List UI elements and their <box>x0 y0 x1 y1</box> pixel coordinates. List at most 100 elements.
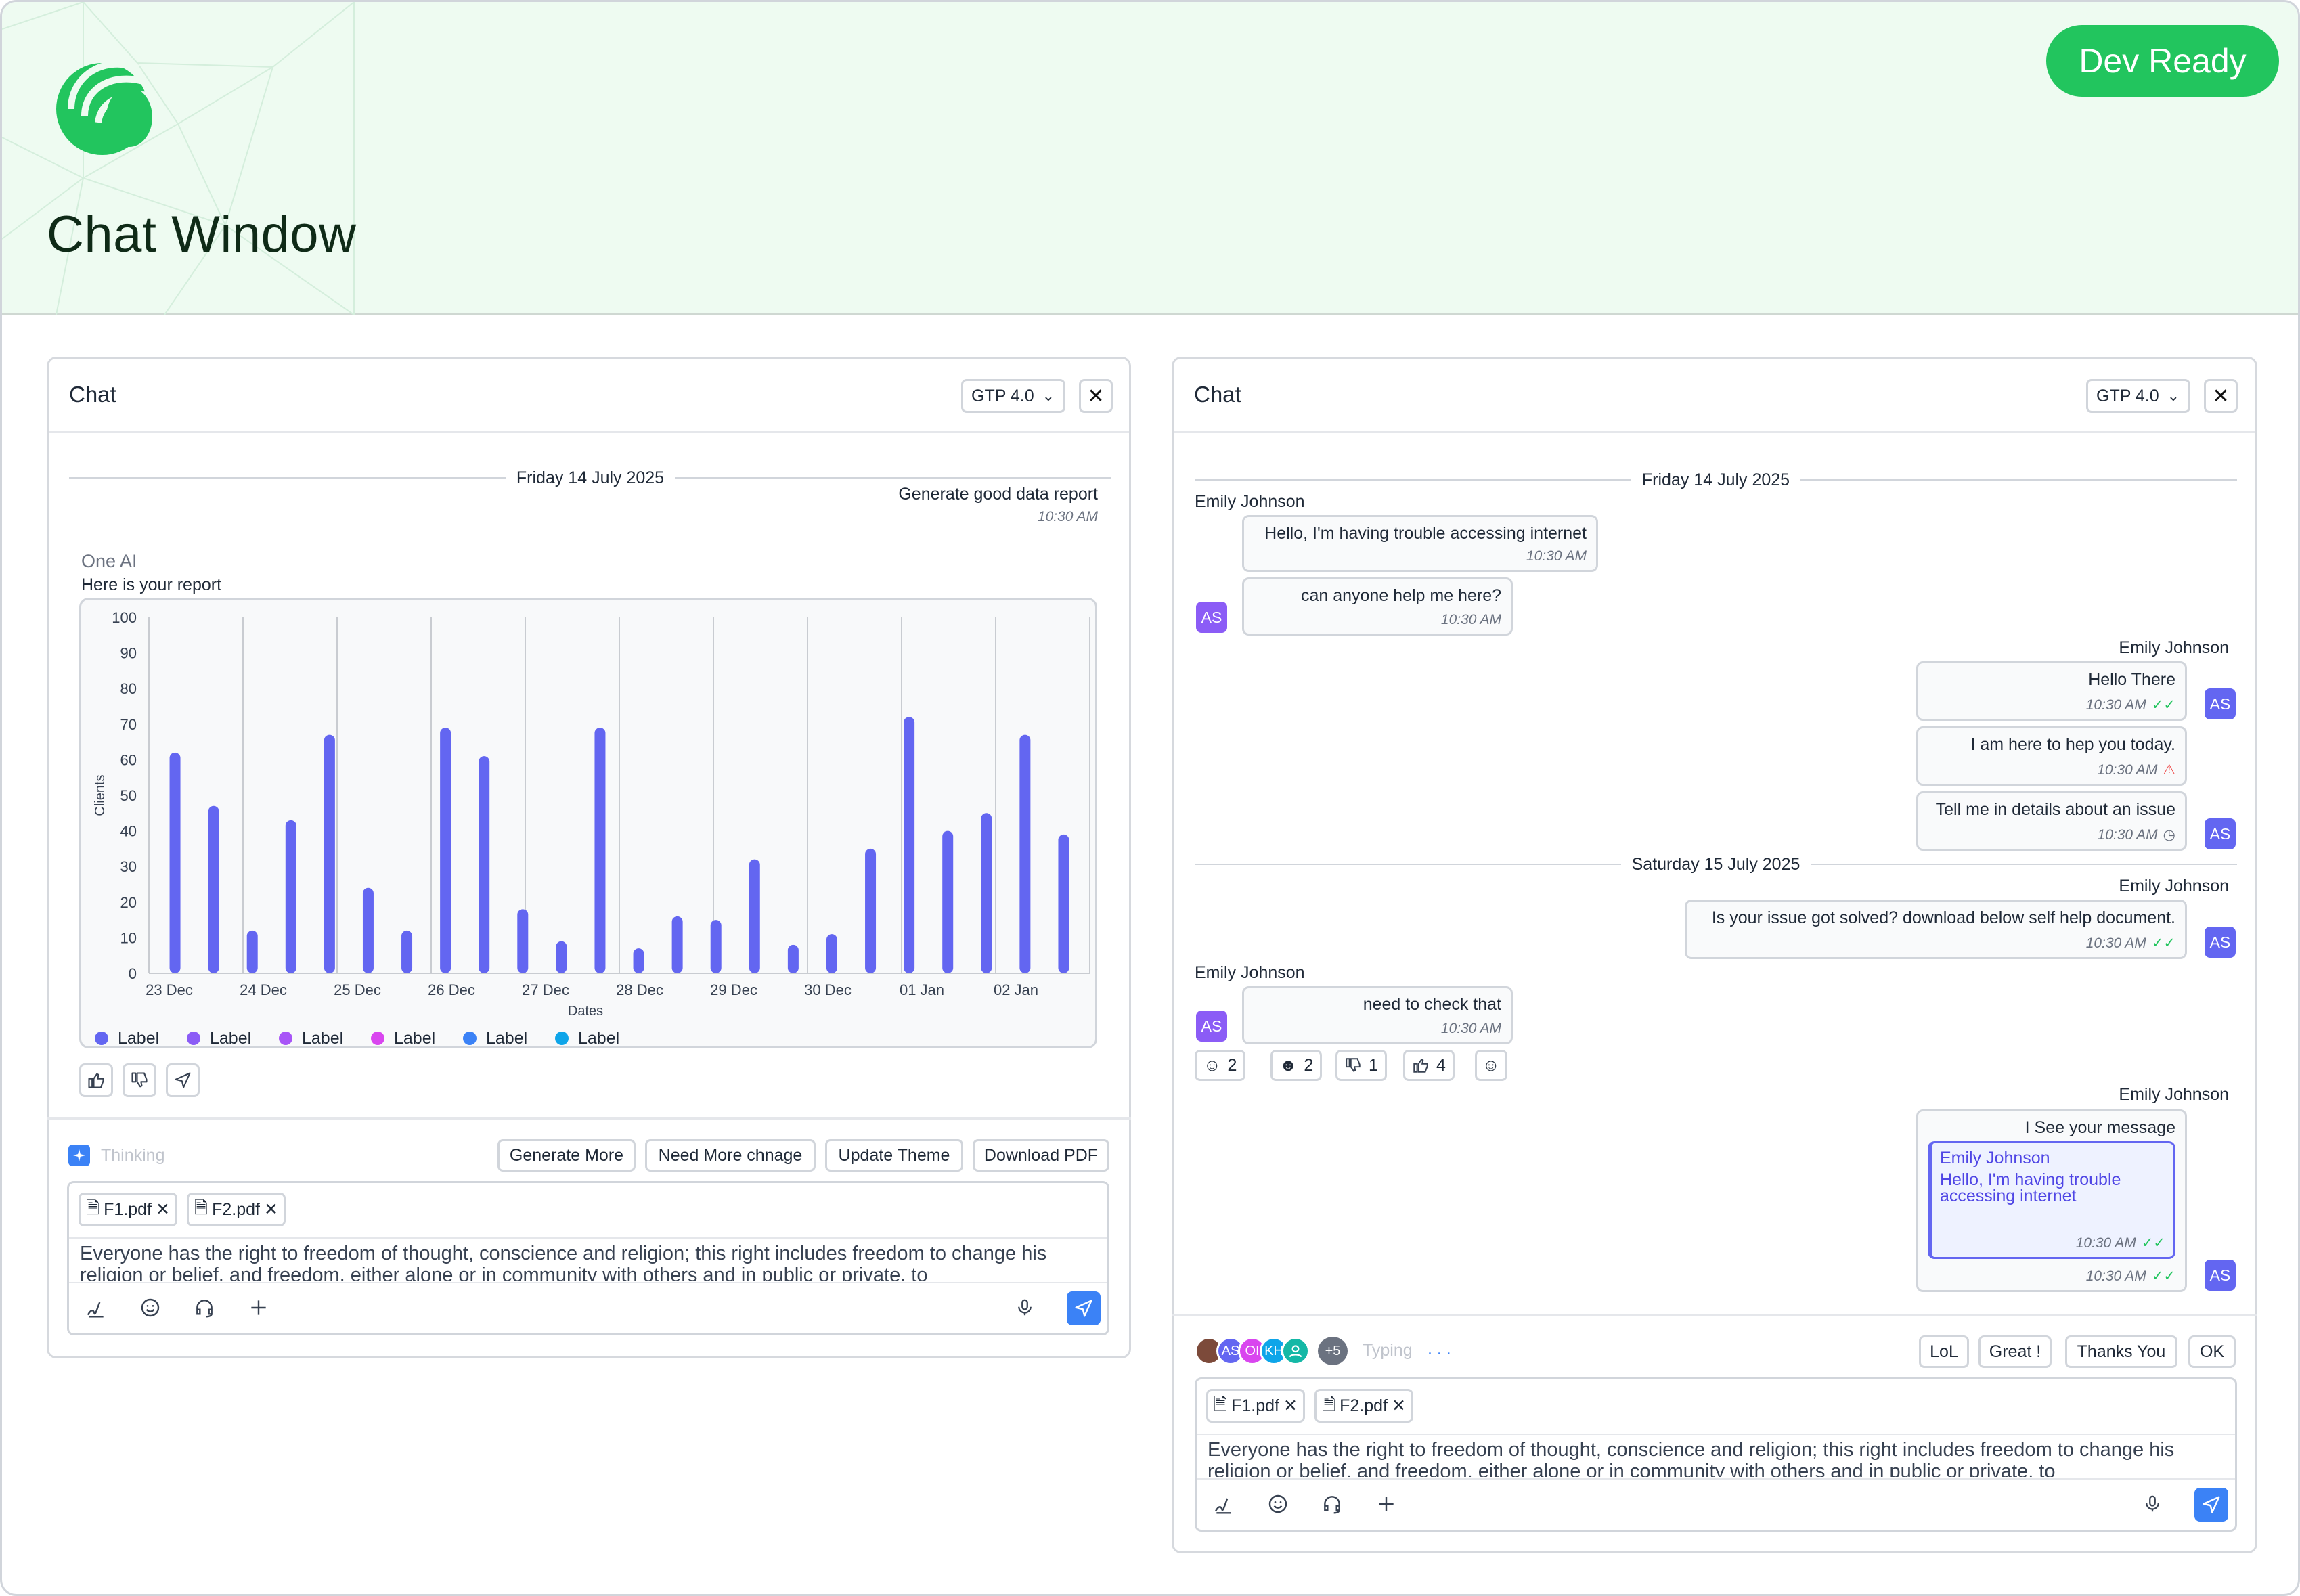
quick-reply-thanks[interactable]: Thanks You <box>2065 1335 2177 1368</box>
quoted-message[interactable]: Emily Johnson Hello, I'm having trouble … <box>1928 1141 2175 1259</box>
attachment-name: F1.pdf <box>104 1199 152 1219</box>
send-icon <box>2203 1496 2220 1513</box>
date-label: Saturday 15 July 2025 <box>1631 854 1800 874</box>
chart-bar <box>1019 734 1031 973</box>
signature-icon[interactable] <box>1210 1490 1237 1517</box>
send-icon <box>1075 1300 1092 1317</box>
send-button[interactable] <box>1067 1291 1101 1325</box>
quick-reply-ok[interactable]: OK <box>2188 1335 2236 1368</box>
x-tick-label: 28 Dec <box>616 981 663 998</box>
remove-icon[interactable]: ✕ <box>1391 1396 1406 1415</box>
reaction-chip[interactable]: 1 <box>1335 1050 1387 1081</box>
headset-icon[interactable] <box>1319 1490 1346 1517</box>
remove-icon[interactable]: ✕ <box>263 1200 278 1219</box>
remove-icon[interactable]: ✕ <box>155 1200 170 1219</box>
message-text: Is your issue got solved? download below… <box>1711 908 2175 927</box>
close-button[interactable]: ✕ <box>1079 379 1113 413</box>
user-icon <box>1281 1337 1310 1365</box>
more-participants-badge[interactable]: +5 <box>1318 1337 1348 1365</box>
double-check-icon: ✓✓ <box>2151 935 2175 951</box>
send-button[interactable] <box>2194 1488 2228 1522</box>
y-tick-label: 30 <box>120 858 137 875</box>
chart-bar <box>556 941 567 973</box>
message-time: 10:30 AM <box>1037 509 1098 525</box>
download-pdf-button[interactable]: Download PDF <box>973 1139 1109 1172</box>
attachment-name: F2.pdf <box>212 1199 260 1219</box>
chart-bar <box>942 830 954 973</box>
y-tick-label: 60 <box>120 751 137 768</box>
like-button[interactable] <box>79 1063 113 1097</box>
message-time: 10:30 AM ✓✓ <box>2075 1235 2165 1251</box>
emoji-icon[interactable] <box>1264 1490 1291 1517</box>
chart-bar <box>285 820 296 973</box>
attachment-chip[interactable]: 🗎 F2.pdf ✕ <box>1314 1389 1413 1423</box>
message-time: 10:30 AM ✓✓ <box>2085 1268 2175 1285</box>
chevron-down-icon: ⌄ <box>2167 387 2180 404</box>
legend-dot <box>279 1032 292 1045</box>
pdf-icon: 🗎 <box>86 1198 100 1218</box>
chat-header: Chat GTP 4.0 ⌄ ✕ <box>1174 359 2255 433</box>
message-input[interactable]: Everyone has the right to freedom of tho… <box>80 1243 1047 1281</box>
reaction-chip[interactable]: 4 <box>1403 1050 1455 1081</box>
need-more-change-button[interactable]: Need More chnage <box>645 1139 816 1172</box>
outgoing-message: Tell me in details about an issue 10:30 … <box>1916 791 2187 851</box>
attachment-chip[interactable]: 🗎 F1.pdf ✕ <box>79 1193 177 1226</box>
message-time: 10:30 AM ⚠ <box>2097 761 2175 778</box>
reaction-chip[interactable]: ☺ 2 <box>1195 1050 1246 1081</box>
plus-icon[interactable] <box>1373 1490 1400 1517</box>
quote-text: Hello, I'm having trouble accessing inte… <box>1940 1170 2121 1205</box>
hero-banner: Chat Window Dev Ready <box>2 2 2298 315</box>
update-theme-button[interactable]: Update Theme <box>825 1139 963 1172</box>
divider <box>69 1237 1107 1239</box>
outgoing-message: I am here to hep you today. 10:30 AM ⚠ <box>1916 726 2187 786</box>
avatar: AS <box>1196 602 1227 633</box>
share-button[interactable] <box>166 1063 200 1097</box>
chart-bar <box>710 920 722 973</box>
brand-logo <box>56 60 153 155</box>
y-tick-label: 90 <box>120 645 137 662</box>
date-label: Friday 14 July 2025 <box>1641 470 1790 489</box>
divider <box>47 1117 1131 1120</box>
divider <box>1197 1478 2235 1480</box>
pdf-icon: 🗎 <box>1322 1394 1336 1414</box>
model-select[interactable]: GTP 4.0 ⌄ <box>961 379 1065 413</box>
headset-icon[interactable] <box>191 1294 218 1321</box>
add-reaction-button[interactable]: ☺ <box>1475 1050 1507 1081</box>
plus-icon[interactable] <box>245 1294 272 1321</box>
pdf-icon: 🗎 <box>1214 1394 1228 1414</box>
x-tick-label: 30 Dec <box>804 981 852 998</box>
message-time: 10:30 AM <box>1440 1021 1501 1036</box>
legend-label: Label <box>210 1029 251 1048</box>
chart-bar <box>826 934 837 973</box>
y-tick-label: 40 <box>120 823 137 840</box>
microphone-icon[interactable] <box>2139 1490 2166 1517</box>
generate-more-button[interactable]: Generate More <box>497 1139 636 1172</box>
dev-ready-badge[interactable]: Dev Ready <box>2046 25 2279 97</box>
attachment-chip[interactable]: 🗎 F1.pdf ✕ <box>1206 1389 1305 1423</box>
date-separator: Friday 14 July 2025 <box>69 464 1111 491</box>
close-button[interactable]: ✕ <box>2204 379 2238 413</box>
ai-name: One AI <box>81 551 137 571</box>
microphone-icon[interactable] <box>1011 1294 1038 1321</box>
quick-reply-lol[interactable]: LoL <box>1919 1335 1969 1368</box>
attachment-chip[interactable]: 🗎 F2.pdf ✕ <box>187 1193 286 1226</box>
dislike-button[interactable] <box>123 1063 156 1097</box>
message-time: 10:30 AM <box>1440 612 1501 627</box>
message-time: 10:30 AM ◷ <box>2097 826 2175 843</box>
model-select[interactable]: GTP 4.0 ⌄ <box>2086 379 2190 413</box>
remove-icon[interactable]: ✕ <box>1283 1396 1298 1415</box>
reaction-chip[interactable]: ☻ 2 <box>1270 1050 1323 1081</box>
emoji-icon[interactable] <box>137 1294 164 1321</box>
chart-bar <box>633 948 644 973</box>
quick-reply-great[interactable]: Great ! <box>1978 1335 2052 1368</box>
message-input[interactable]: Everyone has the right to freedom of tho… <box>1208 1439 2175 1477</box>
chart-bar <box>440 728 451 973</box>
incoming-message: Hello, I'm having trouble accessing inte… <box>1242 515 1598 572</box>
sender-name: Emily Johnson <box>1195 963 1305 982</box>
y-tick-label: 80 <box>120 680 137 697</box>
chart-bar <box>981 813 992 973</box>
signature-icon[interactable] <box>83 1294 110 1321</box>
legend-dot <box>187 1032 200 1045</box>
x-tick-label: 02 Jan <box>994 981 1038 998</box>
